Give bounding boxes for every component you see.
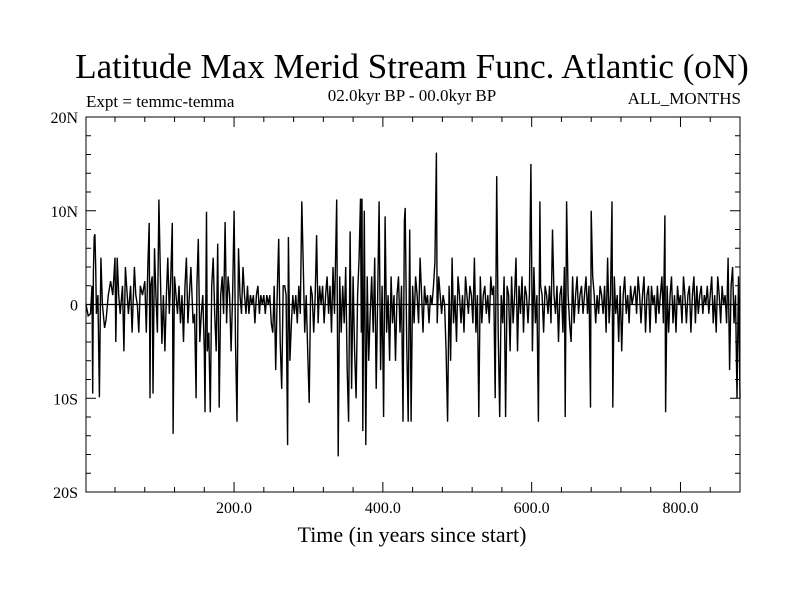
y-tick-label: 20S (53, 485, 78, 502)
axes: 20N 10N 0 10S 20S 200.0 400.0 600.0 800.0 (50, 110, 741, 517)
x-axis-label: Time (in years since start) (298, 522, 527, 547)
months-label: ALL_MONTHS (628, 89, 741, 108)
x-tick-label: 200.0 (216, 500, 252, 517)
x-tick-label: 400.0 (365, 500, 401, 517)
y-tick-label: 10S (53, 391, 78, 408)
series-line-0 (85, 152, 741, 457)
y-tick-label: 10N (50, 204, 78, 221)
x-tick-label: 800.0 (662, 500, 698, 517)
y-tick-label: 0 (70, 298, 78, 315)
y-tick-label: 20N (50, 110, 78, 127)
experiment-label: Expt = temmc-temma (86, 92, 235, 111)
chart-title: Latitude Max Merid Stream Func. Atlantic… (75, 47, 749, 86)
period-label: 02.0kyr BP - 00.0kyr BP (328, 86, 496, 105)
plot-area (85, 152, 741, 457)
x-tick-label: 600.0 (514, 500, 550, 517)
